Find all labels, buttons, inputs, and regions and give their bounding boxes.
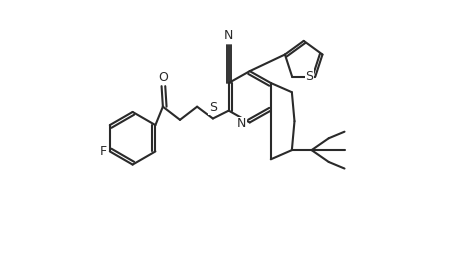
Text: N: N <box>236 117 246 130</box>
Text: S: S <box>305 70 313 83</box>
Text: F: F <box>100 145 106 158</box>
Text: O: O <box>158 71 168 84</box>
Text: N: N <box>224 29 233 42</box>
Text: S: S <box>208 102 217 114</box>
